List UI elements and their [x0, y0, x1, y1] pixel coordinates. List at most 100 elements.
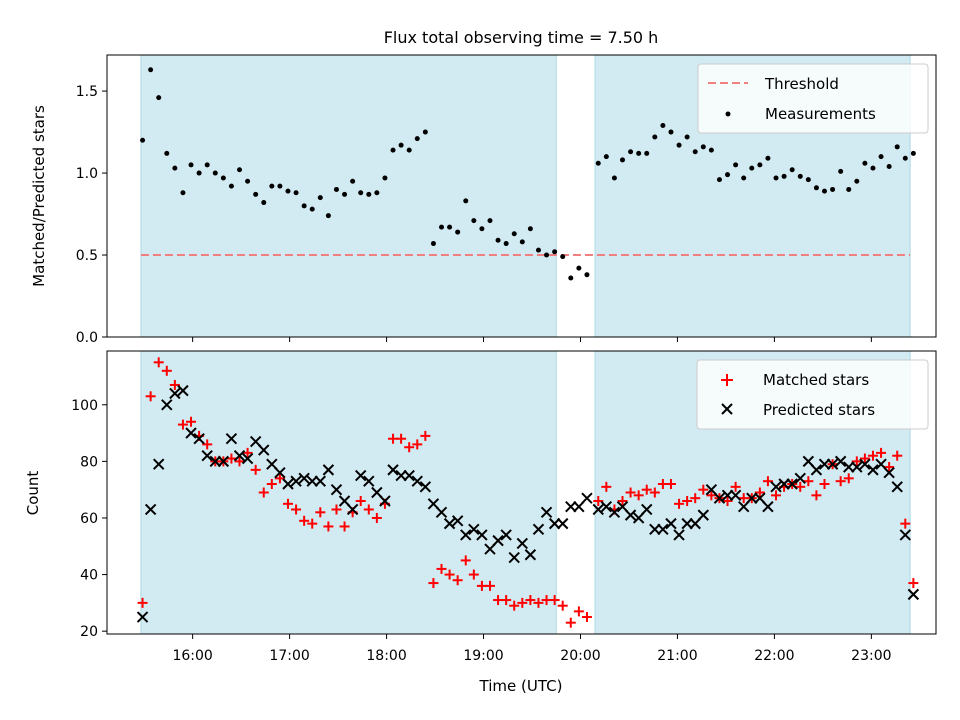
measurement-point: [333, 186, 339, 192]
matched-stars-point: [601, 481, 612, 492]
cross-b: [217, 455, 230, 468]
ratio-axis-ticks: 0.0 0.5 1.0 1.5: [76, 84, 872, 346]
measurement-point: [878, 154, 884, 160]
matched-stars-point: [258, 487, 269, 498]
measurement-point: [455, 229, 461, 235]
measurement-point: [172, 165, 178, 171]
cross-b: [705, 483, 718, 496]
count-y-tick-label: 60: [80, 511, 98, 527]
predicted-stars-point: [492, 534, 504, 547]
measurement-point: [684, 134, 690, 140]
measurement-point: [676, 142, 682, 148]
measurement-point: [692, 149, 698, 155]
cross-b: [867, 464, 879, 476]
cross-b: [476, 529, 488, 541]
measurement-point: [228, 183, 234, 189]
predicted-stars-point: [217, 455, 230, 468]
measurement-point: [366, 191, 372, 197]
measurement-point: [749, 165, 755, 171]
measurement-point: [390, 147, 396, 153]
measurement-point: [894, 144, 900, 150]
measurement-point: [511, 231, 517, 237]
predicted-stars-point: [713, 492, 726, 504]
predicted-stars-point: [476, 529, 488, 541]
cross-b: [266, 458, 278, 470]
predicted-stars-point: [435, 506, 448, 519]
cross-b: [581, 492, 593, 504]
predicted-stars-point: [859, 458, 871, 470]
cross-b: [532, 523, 545, 535]
measurement-point: [725, 172, 731, 178]
measurement-point: [317, 195, 323, 201]
matched-stars-point: [153, 357, 164, 368]
predicted-legend-label: Predicted stars: [763, 401, 875, 419]
predicted-stars-point: [524, 549, 537, 561]
measurement-point: [164, 150, 170, 156]
matched-stars-point: [762, 476, 773, 487]
cross-b: [233, 450, 246, 462]
measurement-point: [261, 200, 267, 206]
x-tick-label: 22:00: [754, 648, 794, 664]
measurement-point: [277, 183, 283, 189]
measurement-point: [708, 147, 714, 153]
matched-legend-swatch: [721, 374, 733, 386]
matched-stars-point: [593, 495, 604, 506]
predicted-stars-point: [810, 464, 823, 476]
cross-b: [665, 517, 677, 530]
matched-stars-point: [226, 453, 237, 464]
measurement-point: [237, 167, 243, 173]
matched-stars-point: [649, 487, 660, 498]
cross-b: [657, 523, 669, 535]
cross-b: [403, 469, 415, 482]
measurement-point: [611, 175, 617, 181]
cross-b: [557, 517, 569, 530]
predicted-stars-point: [379, 495, 391, 507]
measurement-point: [285, 188, 291, 194]
cross-b: [193, 433, 205, 445]
matched-stars-point: [674, 498, 685, 509]
matched-stars-point: [819, 479, 830, 490]
measurement-point: [910, 150, 916, 156]
predicted-stars-point: [867, 464, 879, 476]
predicted-stars-point: [193, 433, 205, 445]
matched-stars-point: [363, 504, 374, 515]
measurement-point: [846, 186, 852, 192]
predicted-stars-point: [177, 384, 189, 397]
matched-stars-point: [641, 484, 652, 495]
predicted-stars-point: [355, 469, 367, 482]
cross-b: [891, 481, 903, 493]
matched-stars-point: [557, 600, 568, 611]
matched-stars-point: [730, 481, 741, 492]
predicted-stars-point: [673, 529, 685, 541]
matched-stars-point: [291, 504, 302, 515]
cross-b: [136, 611, 149, 623]
matched-stars-point: [509, 600, 520, 611]
measurement-point: [797, 173, 803, 179]
cross-b: [516, 537, 529, 550]
cross-b: [322, 464, 335, 476]
predicted-stars-point: [581, 492, 593, 504]
cross-b: [907, 588, 920, 601]
predicted-stars-point: [641, 503, 653, 516]
measurement-point: [830, 186, 836, 192]
measurement-point: [422, 129, 428, 135]
x-tick-label: 16:00: [172, 648, 212, 664]
measurement-point: [479, 226, 485, 232]
cross-b: [592, 503, 604, 516]
count-legend: Matched stars Predicted stars: [696, 359, 929, 430]
measurement-point: [212, 170, 218, 176]
cross-b: [802, 455, 815, 468]
measurement-point: [269, 183, 275, 189]
predicted-stars-point: [899, 529, 912, 541]
measurement-point: [813, 185, 819, 191]
measurement-point: [603, 154, 609, 160]
count-panel: 20 40 60 80 100 16:00 17:00 18:00 19:00 20:00 21:0…: [24, 350, 937, 695]
cross-b: [249, 435, 262, 448]
measurement-point: [325, 213, 331, 219]
ratio-y-tick-label: 1.0: [76, 166, 98, 182]
matched-stars-point: [549, 595, 560, 606]
measurement-point: [576, 265, 582, 271]
x-axis-label: Time (UTC): [479, 677, 563, 695]
matched-stars-point: [250, 464, 261, 475]
measurement-point: [148, 67, 154, 73]
